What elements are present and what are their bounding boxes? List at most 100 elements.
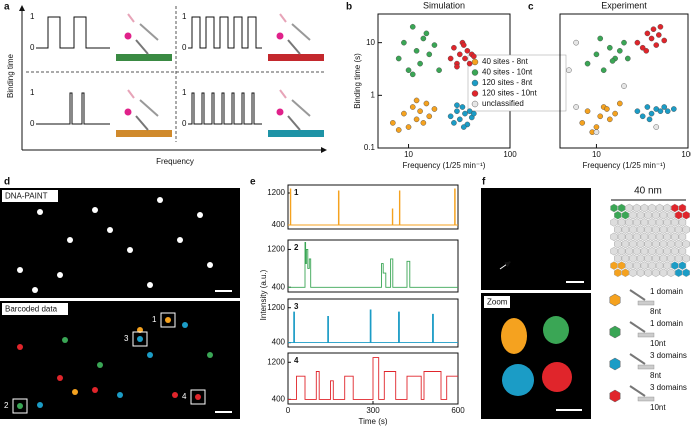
surface	[116, 54, 172, 61]
hex-cell	[663, 203, 671, 213]
hex-cell	[678, 218, 687, 227]
tick-label: 1	[30, 88, 35, 97]
point	[471, 53, 477, 60]
point	[650, 26, 657, 33]
spot	[17, 267, 23, 273]
tick-label: 1	[30, 12, 35, 21]
tick-label: 0	[30, 43, 35, 52]
legend-marker	[471, 90, 479, 97]
hex-cell	[663, 261, 671, 270]
x-tick-label: 600	[451, 406, 465, 415]
point	[609, 58, 616, 64]
point	[639, 44, 646, 51]
hex-cell	[682, 239, 690, 249]
x-axis-label: Frequency (1/25 min⁻¹)	[583, 161, 666, 170]
trace-line	[288, 188, 458, 226]
point	[634, 39, 641, 46]
hex-cell	[629, 225, 637, 234]
point	[460, 124, 467, 130]
legend-hex	[609, 325, 621, 339]
hex-cell	[644, 225, 652, 234]
y-tick-label: 1	[371, 90, 376, 99]
surface	[268, 130, 324, 137]
point	[573, 104, 579, 110]
legend-box	[467, 54, 567, 112]
legend-label: 40 sites - 10nt	[482, 68, 533, 77]
hex-cell	[671, 246, 679, 256]
plot-frame	[287, 239, 459, 293]
hex-cell	[655, 246, 664, 256]
axis-label: Frequency	[156, 157, 194, 166]
axis-label: Binding time	[6, 53, 15, 98]
hex-cell	[682, 210, 690, 220]
point	[617, 100, 623, 107]
label-box	[2, 190, 58, 202]
hex-cell	[671, 261, 679, 270]
legend-marker	[471, 58, 479, 66]
hex-cell	[610, 261, 618, 270]
legend-strand	[629, 353, 646, 365]
point	[417, 108, 423, 114]
legend-text: 1 domain	[650, 287, 683, 296]
image	[481, 293, 591, 419]
hex-cell	[625, 218, 633, 227]
point	[593, 51, 600, 58]
highlight-box	[160, 312, 176, 328]
hex-cell	[640, 261, 649, 270]
hex-cell	[648, 246, 656, 256]
x-tick-label: 0	[286, 406, 291, 415]
panel-label: b	[346, 2, 352, 13]
legend-hex	[609, 357, 621, 371]
point	[420, 35, 427, 42]
hex-cell	[617, 232, 626, 242]
x-axis-label: Time (s)	[358, 417, 387, 426]
hex-cell	[636, 268, 645, 278]
plot-frame	[287, 184, 459, 230]
spot	[37, 209, 43, 215]
spot	[17, 403, 23, 409]
x-tick-label: 10	[404, 150, 413, 159]
point	[454, 102, 460, 108]
hex-cell	[621, 239, 630, 249]
point	[661, 37, 668, 44]
hex-cell	[655, 218, 664, 227]
spot	[92, 387, 98, 393]
point	[426, 51, 433, 58]
point	[409, 24, 416, 30]
trace-label: 4	[294, 356, 299, 365]
panel-label: e	[250, 177, 256, 188]
marker-label: 3	[124, 334, 129, 343]
y-tick-label: 1200	[267, 303, 285, 312]
hex-cell	[633, 218, 641, 227]
strand	[279, 13, 287, 23]
point	[607, 44, 613, 51]
hex-cell	[621, 268, 630, 278]
point	[584, 108, 591, 114]
spot	[57, 272, 63, 278]
point	[656, 32, 662, 38]
y-tick-label: 1200	[267, 188, 285, 197]
hex-cell	[652, 225, 660, 234]
hex-cell	[659, 239, 668, 249]
point	[413, 116, 420, 123]
spot	[157, 197, 163, 203]
strand	[135, 39, 149, 55]
point	[413, 97, 420, 104]
trace	[36, 92, 110, 125]
chart-title: Experiment	[601, 0, 647, 10]
trace-line	[288, 309, 458, 344]
spot	[92, 207, 98, 213]
hex-cell	[640, 232, 649, 242]
panel-label: c	[528, 2, 534, 13]
legend-surface	[637, 332, 655, 338]
hex-cell	[678, 203, 687, 213]
hex-cell	[621, 225, 630, 234]
image	[0, 188, 240, 298]
point	[657, 24, 664, 30]
legend-label: 120 sites - 10nt	[482, 89, 537, 98]
origami-grid	[610, 203, 690, 278]
hex-cell	[633, 261, 641, 270]
image-title: Zoom	[487, 298, 508, 307]
spot	[137, 336, 143, 342]
spot	[182, 322, 188, 328]
